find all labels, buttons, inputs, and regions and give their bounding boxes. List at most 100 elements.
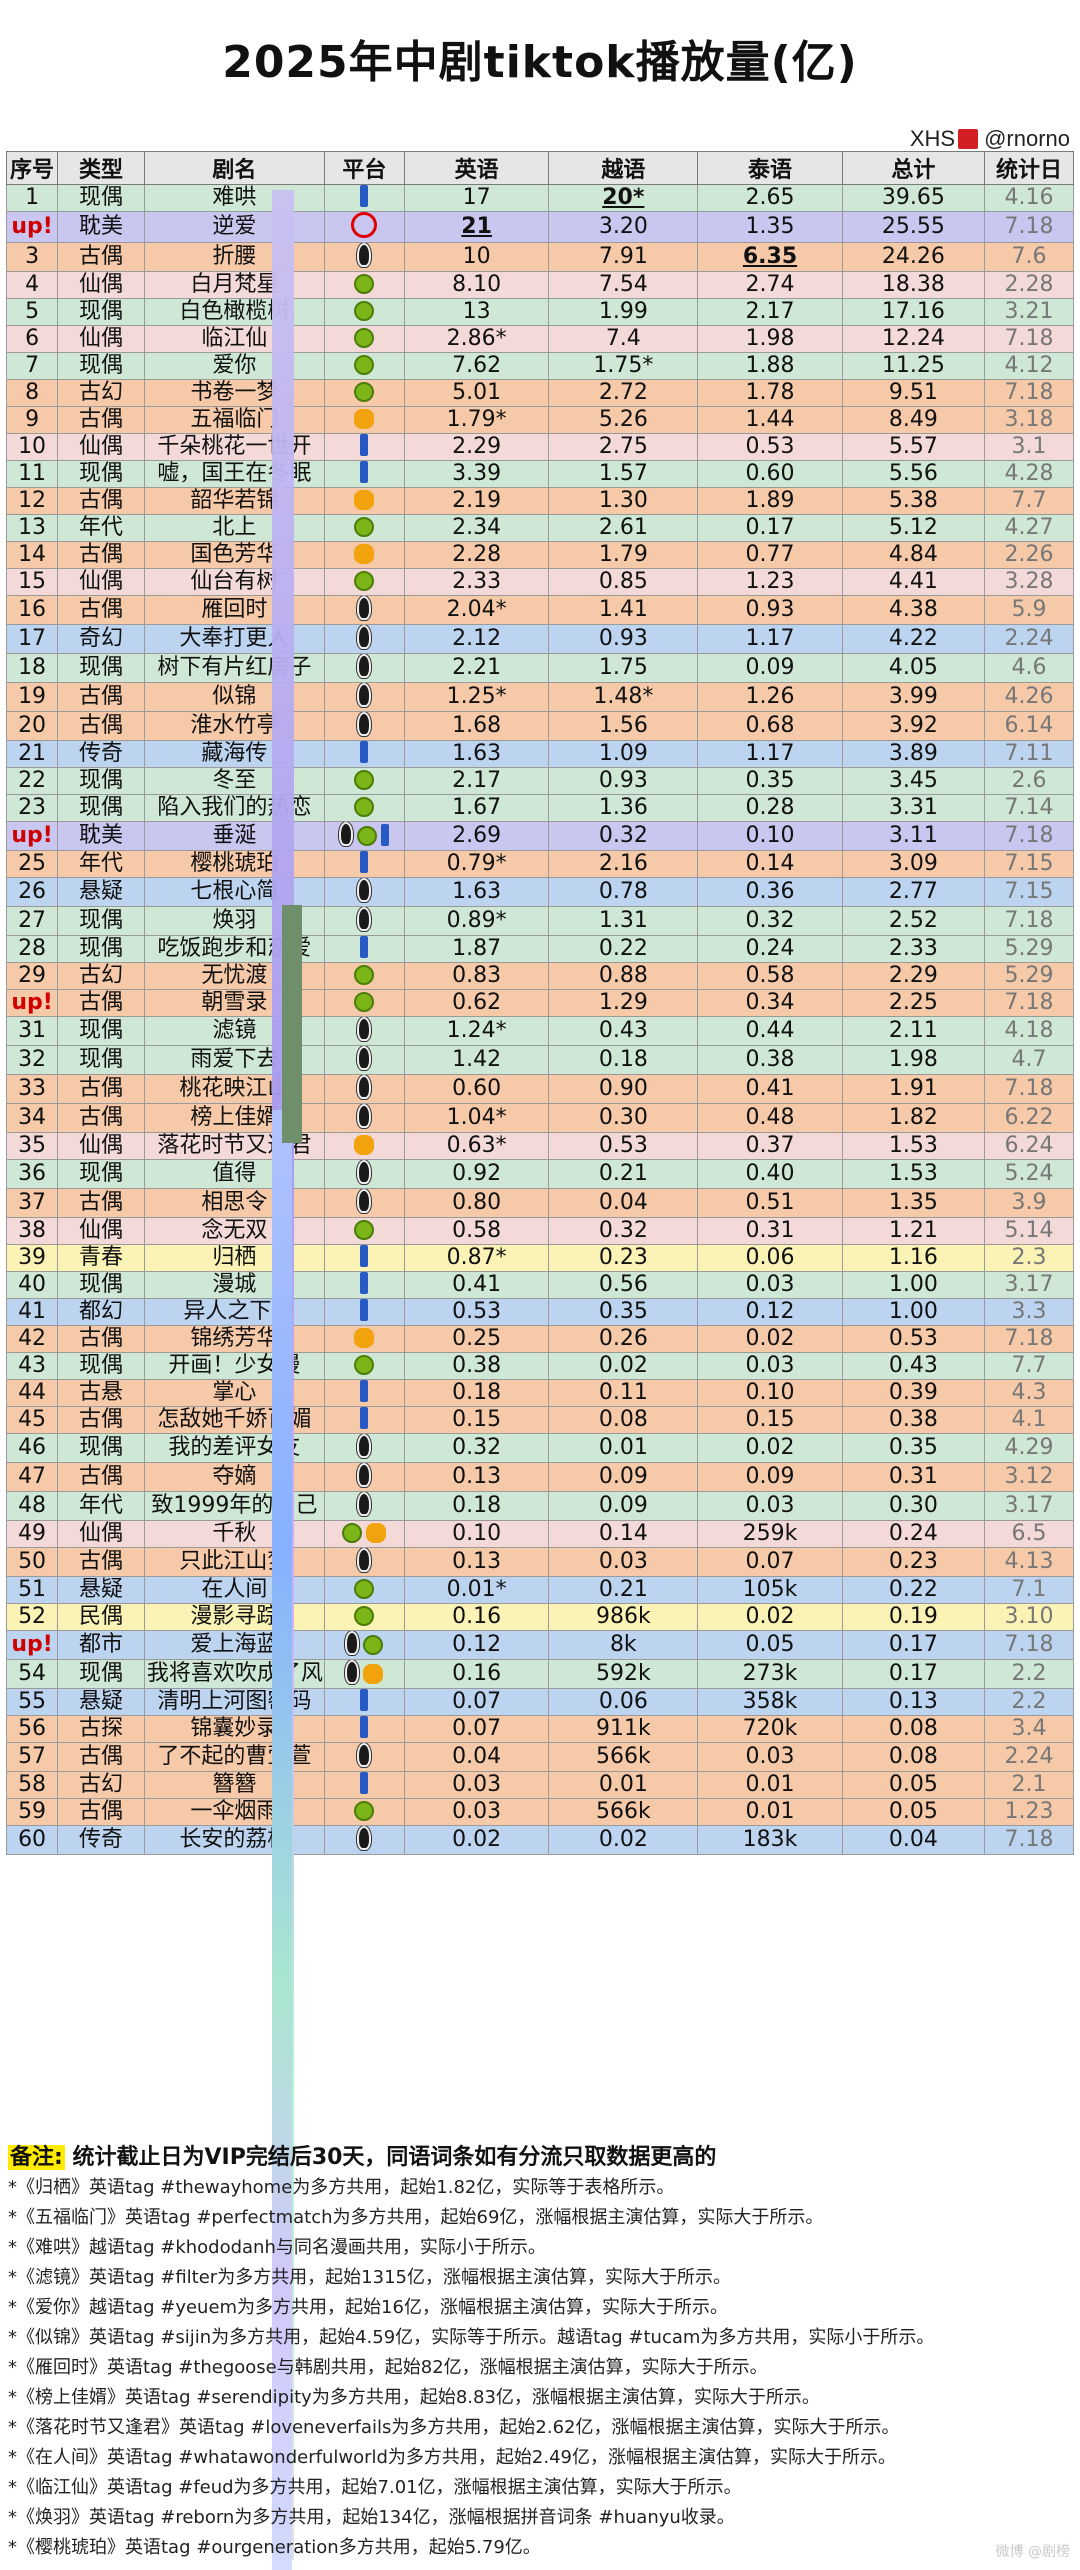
thai-cell: 1.44 [697, 406, 843, 434]
rank-cell-text: 29 [18, 963, 47, 989]
english-cell-text: 7.62 [452, 353, 502, 379]
date-cell-text: 7.15 [1004, 879, 1054, 904]
rank-cell: up! [5, 989, 59, 1017]
rank-cell: 6 [5, 325, 59, 353]
english-cell-text: 0.12 [452, 1632, 502, 1657]
total-cell-text: 12.24 [881, 326, 945, 352]
rank-cell-text: 54 [18, 1661, 47, 1686]
rank-cell: 32 [5, 1045, 59, 1075]
genre-cell-text: 古偶 [78, 488, 123, 514]
vietnamese-cell-text: 0.30 [598, 1105, 648, 1130]
tencent-icon [345, 1660, 360, 1684]
date-cell-text: 7.18 [1004, 1632, 1054, 1657]
total-cell-text: 1.21 [888, 1218, 938, 1244]
genre-cell: 古偶 [57, 487, 145, 515]
genre-cell: 悬疑 [57, 1688, 145, 1716]
table-row: 13 年代 北上 2.34 2.61 0.17 5.12 4.27 [5, 514, 1074, 542]
english-cell: 2.19 [403, 487, 550, 515]
rank-cell: 4 [5, 271, 59, 299]
genre-cell: 悬疑 [57, 1576, 145, 1604]
thai-cell-text: 0.10 [745, 823, 795, 848]
title-cell: 淮水竹亭 [143, 711, 325, 741]
title-cell-text: 樱桃琥珀 [190, 851, 279, 877]
vietnamese-cell: 0.01 [548, 1771, 699, 1799]
total-cell-text: 5.56 [888, 461, 938, 487]
table-row: 11 现偶 嘘，国王在冬眠 3.39 1.57 0.60 5.56 4.28 [5, 460, 1074, 488]
genre-cell-text: 古偶 [78, 1105, 123, 1130]
total-cell-text: 0.35 [888, 1435, 938, 1460]
vietnamese-cell-text: 0.78 [598, 879, 648, 904]
rank-cell: 19 [5, 682, 59, 712]
total-cell: 3.89 [841, 740, 986, 768]
thai-cell-text: 0.17 [745, 515, 795, 541]
thai-cell: 0.17 [697, 514, 843, 542]
vietnamese-cell: 0.09 [548, 1491, 699, 1521]
table-row: 51 悬疑 在人间 0.01* 0.21 105k 0.22 7.1 [5, 1576, 1074, 1604]
total-cell-text: 0.31 [888, 1464, 938, 1489]
table-row: 15 仙偶 仙台有树 2.33 0.85 1.23 4.41 3.28 [5, 568, 1074, 596]
thai-cell-text: 0.41 [745, 1076, 795, 1101]
total-cell-text: 4.22 [888, 626, 938, 651]
vietnamese-cell: 0.85 [548, 568, 699, 596]
title-cell-text: 书卷一梦 [190, 380, 279, 406]
thai-cell: 105k [697, 1576, 843, 1604]
table-row: 43 现偶 开画！少女漫 0.38 0.02 0.03 0.43 7.7 [5, 1352, 1074, 1380]
date-cell: 4.28 [984, 460, 1074, 488]
english-cell: 0.79* [403, 850, 550, 878]
thai-cell-text: 0.68 [745, 713, 795, 738]
title-cell-text: 爱上海蓝 [190, 1632, 279, 1657]
iqiyi-icon [357, 826, 378, 846]
tencent-icon [357, 1104, 372, 1128]
title-cell: 致1999年的自己 [143, 1491, 325, 1521]
english-cell-text: 0.92 [452, 1161, 502, 1186]
date-cell-text: 5.24 [1004, 1161, 1054, 1186]
tencent-icon [357, 712, 372, 736]
genre-cell-text: 古悬 [78, 1380, 123, 1406]
date-cell: 4.3 [984, 1379, 1074, 1407]
title-cell-text: 白月梵星 [190, 272, 279, 298]
date-cell: 7.18 [984, 1630, 1074, 1660]
genre-cell-text: 耽美 [78, 214, 123, 239]
platform-cell [323, 1244, 405, 1272]
thai-cell-text: 0.32 [745, 908, 795, 933]
youku-icon [360, 1272, 369, 1294]
thai-cell: 0.14 [697, 850, 843, 878]
title-cell: 逆爱 [143, 211, 325, 243]
title-cell-text: 只此江山梦 [179, 1549, 290, 1574]
thai-cell: 0.10 [697, 1379, 843, 1407]
genre-cell: 古偶 [57, 242, 145, 272]
date-cell: 4.13 [984, 1547, 1074, 1577]
genre-cell-text: 现偶 [78, 936, 123, 962]
rank-cell-text: 33 [18, 1076, 47, 1101]
thai-cell-text: 0.36 [745, 879, 795, 904]
vietnamese-cell-text: 2.72 [598, 380, 648, 406]
thai-cell-text: 0.03 [745, 1493, 795, 1518]
title-cell: 掌心 [143, 1379, 325, 1407]
total-cell: 3.92 [841, 711, 986, 741]
date-cell-text: 3.10 [1004, 1604, 1054, 1630]
column-header: 泰语 [697, 151, 843, 185]
vietnamese-cell-text: 0.08 [598, 1407, 648, 1433]
rank-cell-text: 9 [25, 407, 40, 433]
note-line: *《滤镜》英语tag #filter为多方共用，起始1315亿，涨幅根据主演估算… [8, 2267, 731, 2288]
vietnamese-cell-text: 20* [602, 185, 645, 211]
total-cell-text: 1.00 [888, 1299, 938, 1325]
title-cell-text: 漫城 [212, 1272, 257, 1298]
table-header-row: 序号 类型 剧名 平台 英语 越语 泰语 总计 统计日 [5, 151, 1074, 185]
date-cell: 3.17 [984, 1271, 1074, 1299]
rank-cell-text: 60 [18, 1827, 47, 1852]
date-cell-text: 7.18 [1004, 326, 1054, 352]
thai-cell: 0.10 [697, 821, 843, 851]
table-row: 52 民偶 漫影寻踪 0.16 986k 0.02 0.19 3.10 [5, 1603, 1074, 1631]
rank-cell-text: 12 [18, 488, 47, 514]
table-row: 55 悬疑 清明上河图密码 0.07 0.06 358k 0.13 2.2 [5, 1688, 1074, 1716]
vietnamese-cell-text: 0.35 [598, 1299, 648, 1325]
date-cell: 2.1 [984, 1771, 1074, 1799]
date-cell: 4.7 [984, 1045, 1074, 1075]
english-cell: 2.04* [403, 595, 550, 625]
platform-cell [323, 1188, 405, 1218]
title-cell: 漫城 [143, 1271, 325, 1299]
platform-cell [323, 1576, 405, 1604]
vietnamese-cell: 1.57 [548, 460, 699, 488]
rank-cell-text: 17 [18, 626, 47, 651]
